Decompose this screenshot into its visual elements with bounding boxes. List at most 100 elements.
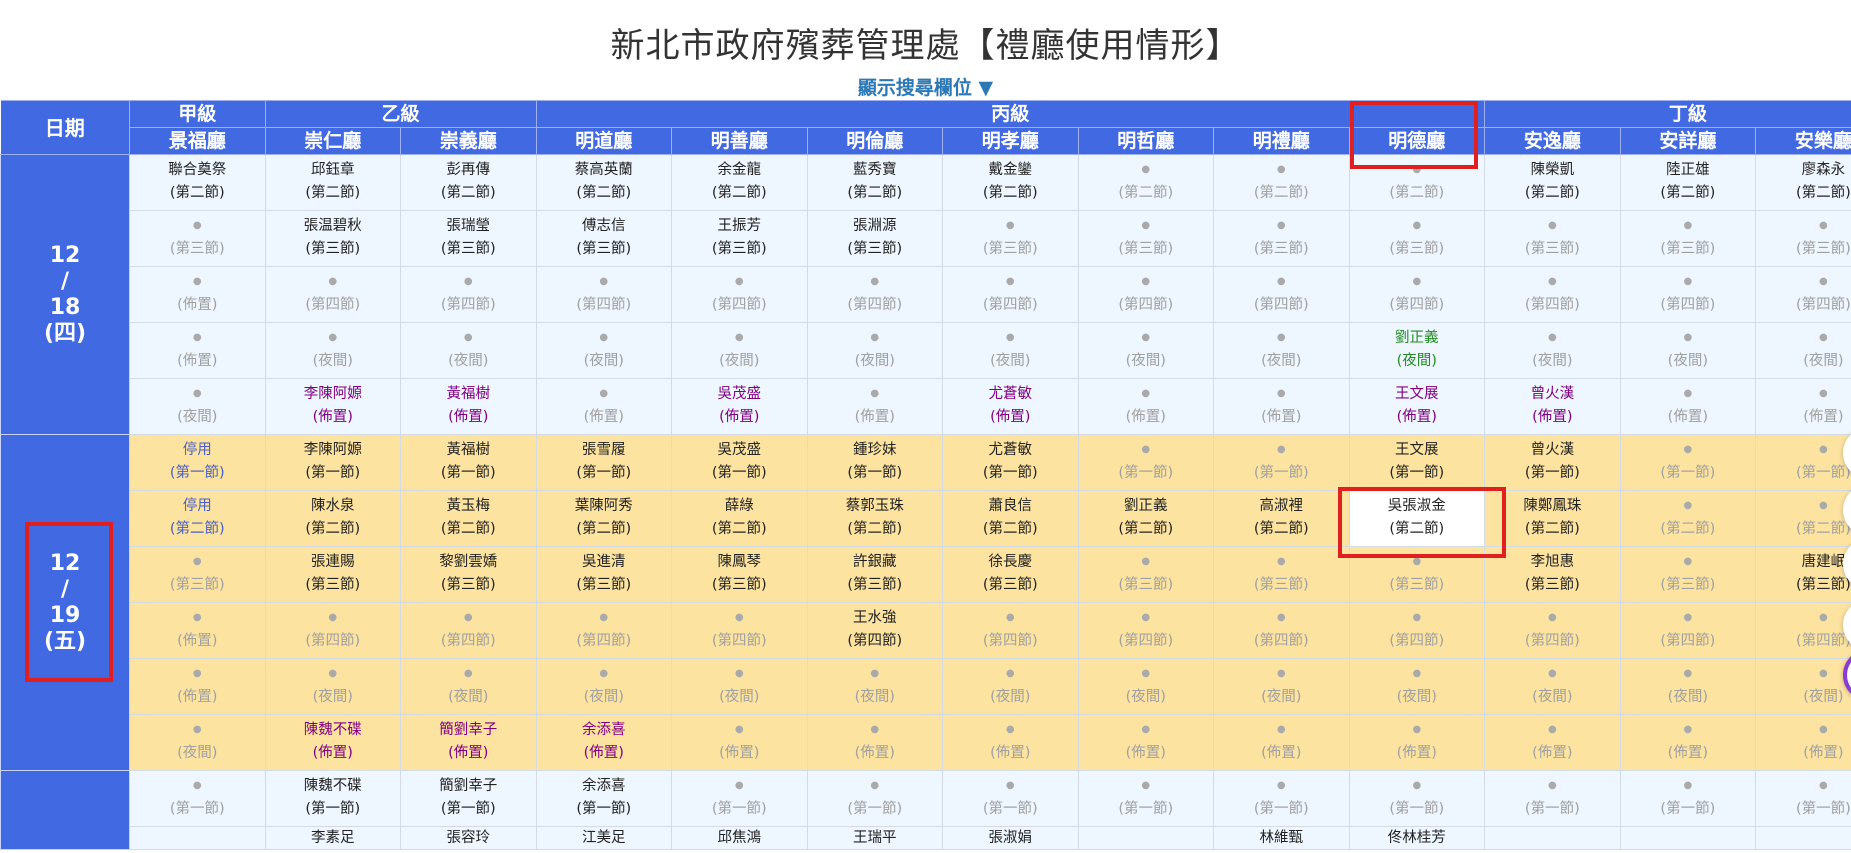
booking-cell[interactable]: ● (第三節) <box>1348 546 1486 603</box>
booking-cell[interactable]: ● (第三節) <box>1755 210 1851 267</box>
booking-cell[interactable]: ● (佈置) <box>129 266 266 323</box>
booking-cell[interactable]: ● (佈置) <box>1619 378 1757 435</box>
booking-cell[interactable]: ● (第三節) <box>129 210 266 267</box>
booking-cell[interactable]: ● (佈置) <box>129 322 266 379</box>
hall-header[interactable]: 明德廳 <box>1348 127 1486 155</box>
booking-cell[interactable]: ● (第一節) <box>806 770 944 827</box>
booking-cell[interactable]: ● (夜間) <box>1619 658 1757 715</box>
booking-cell[interactable]: 高淑裡 (第二節) <box>1213 490 1350 547</box>
booking-cell[interactable]: ● (第四節) <box>264 266 401 323</box>
booking-cell[interactable]: ● (第一節) <box>1213 434 1350 491</box>
floating-action-button[interactable] <box>1843 538 1851 590</box>
booking-cell[interactable]: ● (夜間) <box>264 322 401 379</box>
booking-cell[interactable]: ● (第一節) <box>671 770 808 827</box>
booking-cell[interactable]: 王水強 (第四節) <box>806 602 944 659</box>
booking-cell[interactable]: 李陳阿嫄 (第一節) <box>264 434 401 491</box>
booking-cell[interactable]: 劉正義 (夜間) <box>1348 322 1486 379</box>
booking-cell[interactable]: 張淵源 (第三節) <box>806 210 944 267</box>
booking-cell[interactable]: 李素足 <box>264 826 401 850</box>
booking-cell[interactable]: 蕭良信 (第二節) <box>942 490 1079 547</box>
booking-cell[interactable]: ● (第二節) <box>1619 490 1757 547</box>
show-search-fields-toggle[interactable]: 顯示搜尋欄位 ▼ <box>857 77 994 99</box>
booking-cell[interactable]: ● (夜間) <box>806 658 944 715</box>
booking-cell[interactable]: ● (夜間) <box>1077 322 1215 379</box>
booking-cell[interactable]: ● (第四節) <box>1619 266 1757 323</box>
booking-cell[interactable]: ● (第三節) <box>1077 546 1215 603</box>
hall-header[interactable]: 崇仁廳 <box>264 127 401 155</box>
booking-cell[interactable]: ● (第一節) <box>1077 770 1215 827</box>
booking-cell[interactable]: ● (第一節) <box>1619 770 1757 827</box>
booking-cell[interactable]: ● (佈置) <box>1619 714 1757 771</box>
booking-cell[interactable]: ● (第三節) <box>942 210 1079 267</box>
booking-cell[interactable]: ● (佈置) <box>1755 378 1851 435</box>
booking-cell[interactable]: 張瑞瑩 (第三節) <box>400 210 537 267</box>
booking-cell[interactable]: ● (第三節) <box>1213 210 1350 267</box>
booking-cell[interactable]: ● (第一節) <box>1755 434 1851 491</box>
booking-cell[interactable]: ● (佈置) <box>1213 714 1350 771</box>
booking-cell[interactable]: 簡劉幸子 (第一節) <box>400 770 537 827</box>
booking-cell[interactable] <box>1484 826 1621 850</box>
booking-cell[interactable]: ● (第一節) <box>1348 770 1486 827</box>
booking-cell[interactable]: ● (夜間) <box>1213 658 1350 715</box>
booking-cell[interactable]: ● (夜間) <box>942 658 1079 715</box>
floating-action-button[interactable] <box>1843 427 1851 479</box>
booking-cell[interactable]: 余添喜 (第一節) <box>535 770 673 827</box>
booking-cell[interactable]: 傅志信 (第三節) <box>535 210 673 267</box>
booking-cell[interactable]: ● (佈置) <box>1213 378 1350 435</box>
booking-cell[interactable]: ● (第四節) <box>1348 602 1486 659</box>
booking-cell[interactable]: 陳魏不碟 (佈置) <box>264 714 401 771</box>
booking-cell[interactable]: ● (第四節) <box>1077 602 1215 659</box>
booking-cell[interactable] <box>1619 826 1757 850</box>
hall-header[interactable]: 明禮廳 <box>1213 127 1350 155</box>
booking-cell[interactable]: 黎劉雲嬌 (第三節) <box>400 546 537 603</box>
booking-cell[interactable]: 佟林桂芳 <box>1348 826 1486 850</box>
booking-cell[interactable]: ● (夜間) <box>1077 658 1215 715</box>
booking-cell[interactable]: ● (第四節) <box>1077 266 1215 323</box>
booking-cell[interactable]: ● (第四節) <box>400 602 537 659</box>
booking-cell[interactable]: 徐長慶 (第三節) <box>942 546 1079 603</box>
booking-cell[interactable]: 黃福樹 (佈置) <box>400 378 537 435</box>
booking-cell[interactable]: 張温碧秋 (第三節) <box>264 210 401 267</box>
booking-cell[interactable]: ● (第三節) <box>1484 210 1621 267</box>
booking-cell[interactable]: 停用 (第一節) <box>129 434 266 491</box>
booking-cell[interactable]: ● (第一節) <box>1077 434 1215 491</box>
booking-cell[interactable]: 陸正雄 (第二節) <box>1619 154 1757 211</box>
hall-header[interactable]: 明善廳 <box>671 127 808 155</box>
booking-cell[interactable]: 王振芳 (第三節) <box>671 210 808 267</box>
booking-cell[interactable] <box>1755 826 1851 850</box>
hall-header[interactable]: 安逸廳 <box>1484 127 1621 155</box>
booking-cell[interactable]: ● (第四節) <box>671 266 808 323</box>
booking-cell[interactable]: 黃玉梅 (第二節) <box>400 490 537 547</box>
booking-cell[interactable]: ● (佈置) <box>671 714 808 771</box>
hall-header[interactable]: 安詳廳 <box>1619 127 1757 155</box>
booking-cell[interactable]: ● (第四節) <box>264 602 401 659</box>
hall-header[interactable]: 明道廳 <box>535 127 673 155</box>
booking-cell[interactable]: ● (第四節) <box>1755 602 1851 659</box>
hall-header[interactable]: 明哲廳 <box>1077 127 1215 155</box>
booking-cell[interactable]: ● (第三節) <box>1619 546 1757 603</box>
booking-cell[interactable]: ● (第四節) <box>942 266 1079 323</box>
booking-cell[interactable]: ● (夜間) <box>1755 322 1851 379</box>
booking-cell[interactable]: ● (夜間) <box>671 658 808 715</box>
booking-cell[interactable]: ● (佈置) <box>1484 714 1621 771</box>
hall-header[interactable]: 明孝廳 <box>942 127 1079 155</box>
booking-cell[interactable]: ● (夜間) <box>1484 322 1621 379</box>
booking-cell[interactable]: 吳茂盛 (佈置) <box>671 378 808 435</box>
booking-cell[interactable]: 蔡郭玉珠 (第二節) <box>806 490 944 547</box>
booking-cell[interactable]: 尤蒼敏 (第一節) <box>942 434 1079 491</box>
booking-cell[interactable]: 劉正義 (第二節) <box>1077 490 1215 547</box>
booking-cell[interactable]: ● (佈置) <box>129 602 266 659</box>
booking-cell[interactable]: 唐建岷 (第三節) <box>1755 546 1851 603</box>
booking-cell[interactable]: ● (夜間) <box>1619 322 1757 379</box>
booking-cell[interactable]: 尤蒼敏 (佈置) <box>942 378 1079 435</box>
booking-cell[interactable]: 張淑娟 <box>942 826 1079 850</box>
floating-action-button[interactable] <box>1843 599 1851 651</box>
booking-cell[interactable]: ● (第四節) <box>806 266 944 323</box>
booking-cell[interactable]: 藍秀寶 (第二節) <box>806 154 944 211</box>
booking-cell[interactable]: ● (佈置) <box>806 714 944 771</box>
booking-cell[interactable]: ● (佈置) <box>535 378 673 435</box>
booking-cell[interactable]: ● (夜間) <box>1213 322 1350 379</box>
booking-cell[interactable]: ● (第四節) <box>942 602 1079 659</box>
booking-cell[interactable]: 李陳阿嫄 (佈置) <box>264 378 401 435</box>
booking-cell[interactable]: ● (第四節) <box>1213 602 1350 659</box>
